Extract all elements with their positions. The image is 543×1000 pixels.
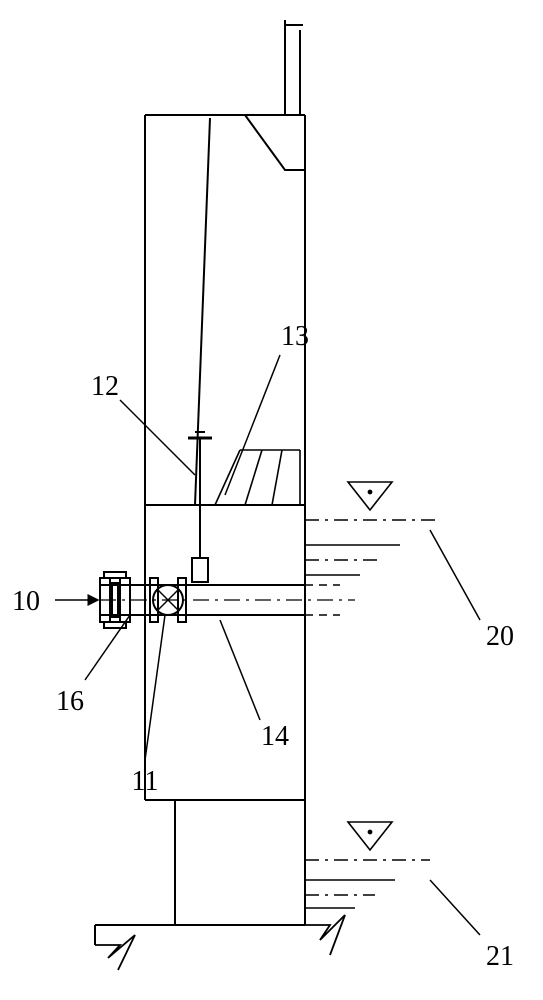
pipe-assembly bbox=[100, 585, 355, 615]
tower-structure bbox=[95, 20, 345, 970]
label-20: 20 bbox=[486, 621, 514, 652]
label-21: 21 bbox=[486, 941, 514, 972]
water-level-upper bbox=[305, 482, 440, 575]
leader-13 bbox=[225, 355, 280, 495]
handwheel-stem bbox=[188, 432, 212, 582]
leader-14 bbox=[220, 620, 260, 720]
leader-11 bbox=[145, 615, 165, 760]
leader-20 bbox=[430, 530, 480, 620]
engineering-diagram: 10 11 12 13 14 16 20 21 bbox=[0, 0, 543, 1000]
water-level-lower bbox=[305, 822, 430, 908]
label-12: 12 bbox=[91, 371, 119, 402]
leader-16 bbox=[85, 615, 130, 680]
leader-lines bbox=[55, 355, 480, 935]
labels: 10 11 12 13 14 16 20 21 bbox=[12, 321, 514, 972]
label-13: 13 bbox=[281, 321, 309, 352]
label-11: 11 bbox=[132, 766, 159, 797]
label-14: 14 bbox=[261, 721, 289, 752]
leader-21 bbox=[430, 880, 480, 935]
label-16: 16 bbox=[56, 686, 84, 717]
leader-12 bbox=[120, 400, 195, 475]
label-10: 10 bbox=[12, 586, 40, 617]
